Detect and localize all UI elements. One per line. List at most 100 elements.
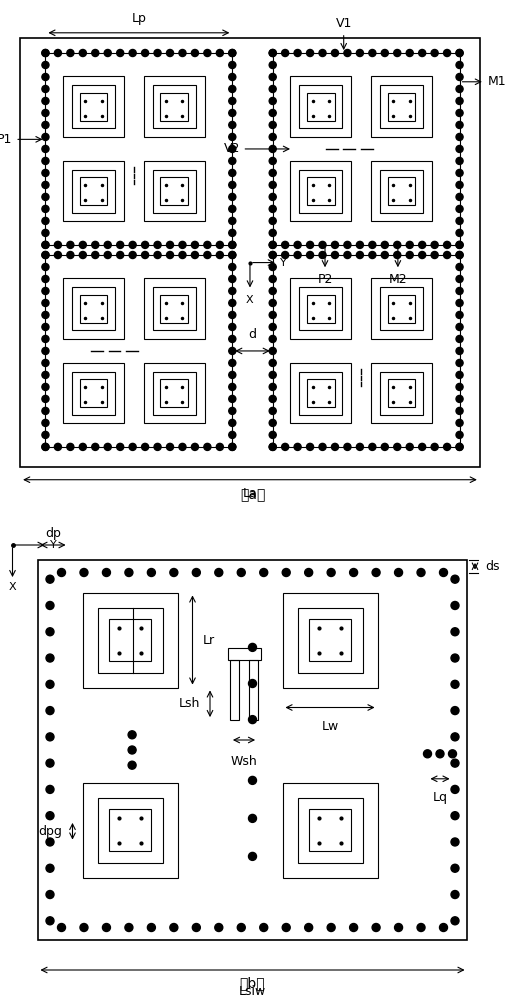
Bar	[227, 648, 261, 660]
Circle shape	[357, 49, 364, 57]
Circle shape	[419, 49, 426, 57]
Circle shape	[42, 443, 49, 450]
Text: （a）: （a）	[240, 488, 265, 502]
Circle shape	[248, 680, 257, 688]
Text: Lw: Lw	[321, 720, 339, 733]
Text: dpg: dpg	[38, 825, 63, 838]
Circle shape	[319, 443, 326, 450]
Circle shape	[456, 49, 463, 57]
Bar	[388, 177, 416, 205]
Circle shape	[117, 251, 124, 259]
Bar	[144, 278, 205, 339]
Circle shape	[456, 181, 463, 188]
Bar	[80, 93, 107, 121]
Circle shape	[42, 251, 49, 259]
Bar	[282, 592, 378, 688]
Bar	[290, 161, 351, 221]
Circle shape	[456, 383, 463, 390]
Circle shape	[42, 431, 49, 438]
Circle shape	[103, 924, 111, 932]
Bar	[153, 85, 196, 128]
Circle shape	[456, 395, 463, 402]
Bar	[282, 782, 378, 878]
Circle shape	[42, 311, 49, 319]
Text: P2: P2	[317, 273, 333, 286]
Circle shape	[42, 61, 49, 69]
Circle shape	[191, 443, 198, 450]
Bar	[297, 798, 363, 862]
Circle shape	[46, 733, 54, 741]
Text: Lp: Lp	[131, 12, 146, 25]
Bar	[72, 372, 115, 415]
Circle shape	[42, 241, 49, 248]
Text: ds: ds	[485, 560, 499, 573]
Bar	[273, 53, 460, 245]
Circle shape	[46, 838, 54, 846]
Circle shape	[46, 812, 54, 820]
Circle shape	[372, 924, 380, 932]
Bar	[290, 278, 351, 339]
Circle shape	[451, 601, 459, 609]
Circle shape	[394, 251, 401, 259]
Circle shape	[229, 61, 236, 69]
Circle shape	[369, 251, 376, 259]
Circle shape	[229, 347, 236, 354]
Circle shape	[451, 891, 459, 899]
Circle shape	[456, 241, 463, 248]
Circle shape	[141, 241, 148, 248]
Bar	[230, 660, 239, 720]
Bar	[307, 379, 335, 407]
Circle shape	[229, 371, 236, 378]
Circle shape	[154, 241, 161, 248]
Circle shape	[42, 157, 49, 164]
Circle shape	[117, 49, 124, 57]
Circle shape	[42, 335, 49, 342]
Bar	[80, 295, 107, 323]
Circle shape	[417, 924, 425, 932]
Circle shape	[42, 371, 49, 378]
Circle shape	[170, 568, 178, 576]
Circle shape	[381, 49, 388, 57]
Circle shape	[92, 443, 99, 450]
Circle shape	[269, 109, 276, 117]
Circle shape	[42, 443, 49, 450]
Circle shape	[229, 145, 236, 152]
Bar	[45, 255, 232, 447]
Circle shape	[42, 49, 49, 57]
Circle shape	[357, 251, 364, 259]
Circle shape	[331, 49, 338, 57]
Circle shape	[456, 205, 463, 212]
Circle shape	[451, 733, 459, 741]
Circle shape	[307, 241, 314, 248]
Circle shape	[431, 251, 438, 259]
Circle shape	[216, 241, 223, 248]
Circle shape	[55, 443, 62, 450]
Circle shape	[381, 443, 388, 450]
Circle shape	[456, 443, 463, 450]
Bar	[72, 170, 115, 213]
Bar	[153, 287, 196, 330]
Circle shape	[46, 654, 54, 662]
Circle shape	[269, 275, 276, 283]
Circle shape	[456, 251, 463, 259]
Circle shape	[269, 347, 276, 354]
Circle shape	[229, 431, 236, 438]
Bar	[153, 372, 196, 415]
Bar	[299, 85, 342, 128]
Circle shape	[46, 601, 54, 609]
Circle shape	[167, 49, 174, 57]
Circle shape	[294, 49, 301, 57]
Circle shape	[456, 419, 463, 426]
Circle shape	[103, 568, 111, 576]
Circle shape	[229, 73, 236, 81]
Circle shape	[229, 193, 236, 200]
Bar	[153, 170, 196, 213]
Bar	[307, 177, 335, 205]
Text: d: d	[248, 328, 257, 341]
Text: Lsh: Lsh	[179, 697, 200, 710]
Circle shape	[406, 443, 413, 450]
Circle shape	[92, 251, 99, 259]
Circle shape	[456, 145, 463, 152]
Text: V2: V2	[224, 142, 240, 155]
Circle shape	[170, 924, 178, 932]
